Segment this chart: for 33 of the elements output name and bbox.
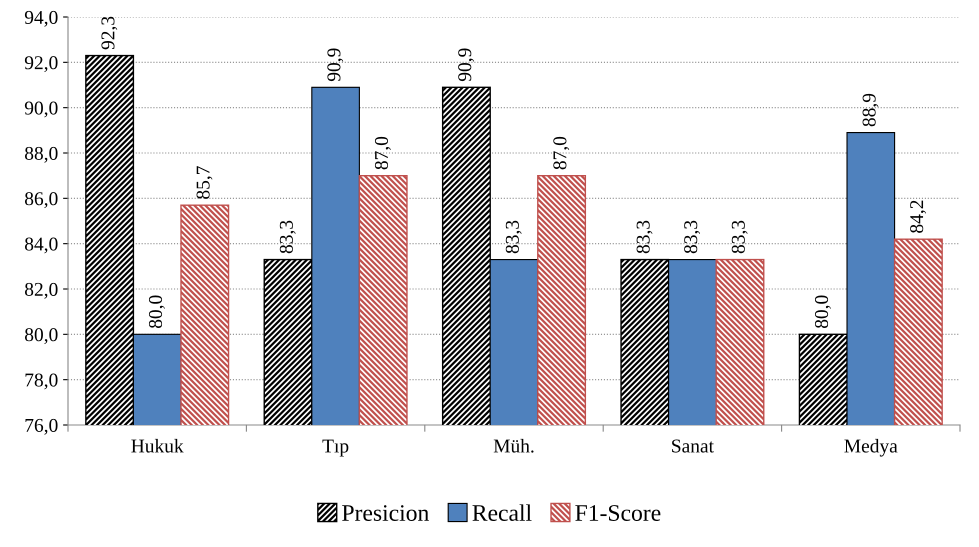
y-tick-label: 90,0 xyxy=(24,101,58,118)
y-tick-label: 78,0 xyxy=(26,373,58,390)
data-label: 88,9 xyxy=(862,94,878,126)
data-label: 83,3 xyxy=(506,220,522,254)
y-tick-label: 86,0 xyxy=(24,192,58,208)
y-tick-label: 76,0 xyxy=(26,418,58,435)
data-label: 92,3 xyxy=(101,16,118,50)
y-tick-label: 94,0 xyxy=(24,10,58,27)
x-tick-label: Medya xyxy=(844,438,898,457)
data-label: 85,7 xyxy=(196,166,212,199)
y-tick-label: 88,0 xyxy=(24,146,58,163)
data-label: 83,3 xyxy=(684,220,700,254)
x-tick-label: Hukuk xyxy=(131,438,184,453)
data-label: 87,0 xyxy=(374,136,391,170)
x-tick-label: Sanat xyxy=(672,440,714,453)
y-tick-label: 82,0 xyxy=(24,282,58,299)
data-label: 90,9 xyxy=(458,48,474,82)
data-label: 83,3 xyxy=(636,220,652,254)
y-tick-label: 84,0 xyxy=(24,237,58,254)
y-tick-label: 92,0 xyxy=(24,56,58,72)
x-tick-label: Müh. xyxy=(494,438,534,453)
data-label: 87,0 xyxy=(553,136,570,170)
legend-label: Presicion xyxy=(342,505,429,521)
x-tick-label: Tıp xyxy=(322,440,348,457)
data-label: 90,9 xyxy=(327,48,344,82)
y-tick-label: 80,0 xyxy=(24,328,58,344)
data-label: 83,3 xyxy=(732,220,748,254)
legend-label: F1-Score xyxy=(575,505,660,521)
data-label: 80,0 xyxy=(814,295,831,328)
data-label: 84,2 xyxy=(910,200,926,233)
data-label: 80,0 xyxy=(148,295,165,328)
legend-label: Recall xyxy=(472,504,532,521)
data-label: 83,3 xyxy=(280,220,296,254)
